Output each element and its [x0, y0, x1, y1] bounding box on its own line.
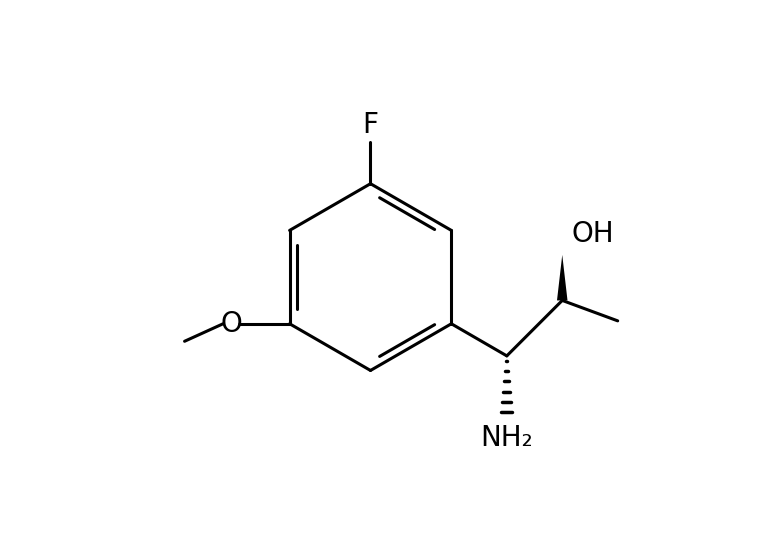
Text: OH: OH: [571, 220, 614, 248]
Text: O: O: [220, 310, 242, 338]
Polygon shape: [557, 255, 567, 300]
Text: F: F: [362, 111, 379, 139]
Text: NH₂: NH₂: [480, 424, 533, 452]
